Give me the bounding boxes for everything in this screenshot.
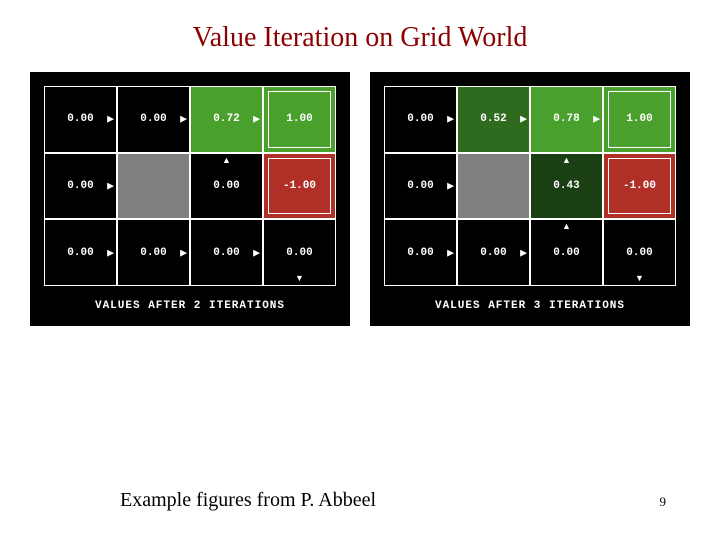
grid-cell-wall [117,153,190,220]
grid-cell: 0.00 ▶ [457,219,530,286]
grid-panel-right: 0.00▶0.52▶0.78▶1.000.00▶0.43▲-1.000.00▶0… [370,72,690,326]
grid-cell: 0.00 ▶ [44,219,117,286]
policy-arrow-icon: ▶ [107,248,114,257]
policy-arrow-icon: ▼ [635,274,644,283]
cell-value: 0.00 [213,247,239,259]
cell-value: -1.00 [283,180,316,192]
cell-value: 1.00 [286,113,312,125]
grid-cell: 0.78 ▶ [530,86,603,153]
policy-arrow-icon: ▶ [180,248,187,257]
policy-arrow-icon: ▶ [593,115,600,124]
policy-arrow-icon: ▶ [447,248,454,257]
grid-cell: 0.00 ▶ [384,86,457,153]
policy-arrow-icon: ▶ [180,115,187,124]
policy-arrow-icon: ▲ [562,222,571,231]
cell-value: 0.00 [407,180,433,192]
page-number: 9 [660,494,667,510]
grid-caption-right: VALUES AFTER 3 ITERATIONS [384,286,676,316]
cell-value: 0.00 [67,180,93,192]
policy-arrow-icon: ▶ [253,115,260,124]
grid-cell: 0.00 ▶ [44,86,117,153]
grid-cell: 0.52 ▶ [457,86,530,153]
grid-cell: 0.00 ▶ [117,86,190,153]
page-title: Value Iteration on Grid World [0,0,720,64]
cell-value: 0.00 [480,247,506,259]
grid-cell: 1.00 [603,86,676,153]
grids-container: 0.00▶0.00▶0.72▶1.000.00▶0.00▲-1.000.00▶0… [0,64,720,326]
cell-value: 1.00 [626,113,652,125]
grid-cell: -1.00 [603,153,676,220]
grid-cell: -1.00 [263,153,336,220]
cell-value: 0.00 [286,247,312,259]
cell-value: 0.00 [67,113,93,125]
grid-cell: 0.00 ▶ [384,153,457,220]
policy-arrow-icon: ▶ [447,181,454,190]
grid-caption-left: VALUES AFTER 2 ITERATIONS [44,286,336,316]
grid-cell: 1.00 [263,86,336,153]
policy-arrow-icon: ▶ [520,248,527,257]
policy-arrow-icon: ▲ [562,156,571,165]
grid-left: 0.00▶0.00▶0.72▶1.000.00▶0.00▲-1.000.00▶0… [44,86,336,286]
grid-cell: 0.00 ▼ [263,219,336,286]
grid-cell: 0.00 ▼ [603,219,676,286]
cell-value: 0.00 [67,247,93,259]
policy-arrow-icon: ▶ [107,181,114,190]
grid-cell: 0.00 ▶ [44,153,117,220]
footer-credit: Example figures from P. Abbeel [120,489,376,512]
cell-value: 0.43 [553,180,579,192]
cell-value: 0.00 [407,247,433,259]
grid-cell-wall [457,153,530,220]
cell-value: 0.00 [407,113,433,125]
policy-arrow-icon: ▲ [222,156,231,165]
grid-cell: 0.43 ▲ [530,153,603,220]
cell-value: 0.52 [480,113,506,125]
grid-right: 0.00▶0.52▶0.78▶1.000.00▶0.43▲-1.000.00▶0… [384,86,676,286]
cell-value: 0.00 [626,247,652,259]
cell-value: 0.00 [140,113,166,125]
cell-value: 0.00 [140,247,166,259]
grid-cell: 0.00 ▲ [530,219,603,286]
policy-arrow-icon: ▶ [520,115,527,124]
grid-cell: 0.72 ▶ [190,86,263,153]
grid-cell: 0.00 ▶ [384,219,457,286]
policy-arrow-icon: ▼ [295,274,304,283]
grid-cell: 0.00 ▲ [190,153,263,220]
cell-value: 0.78 [553,113,579,125]
cell-value: 0.00 [553,247,579,259]
cell-value: 0.00 [213,180,239,192]
policy-arrow-icon: ▶ [447,115,454,124]
policy-arrow-icon: ▶ [253,248,260,257]
grid-cell: 0.00 ▶ [117,219,190,286]
policy-arrow-icon: ▶ [107,115,114,124]
grid-panel-left: 0.00▶0.00▶0.72▶1.000.00▶0.00▲-1.000.00▶0… [30,72,350,326]
cell-value: 0.72 [213,113,239,125]
grid-cell: 0.00 ▶ [190,219,263,286]
cell-value: -1.00 [623,180,656,192]
